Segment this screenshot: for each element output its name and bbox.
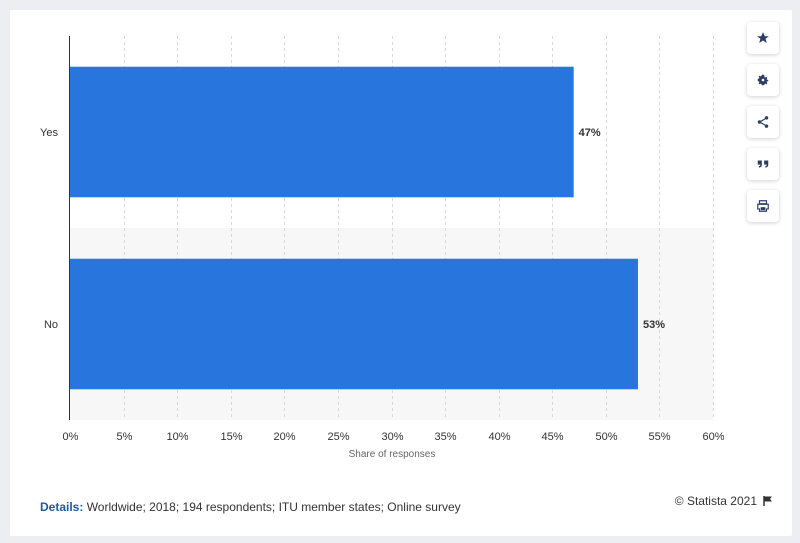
quote-icon xyxy=(757,160,769,168)
x-tick-label: 25% xyxy=(327,431,349,443)
x-tick-label: 40% xyxy=(488,431,510,443)
star-icon xyxy=(757,32,769,43)
x-tick-label: 55% xyxy=(648,431,670,443)
share-icon xyxy=(757,116,769,128)
x-tick-label: 20% xyxy=(273,431,295,443)
x-tick-label: 50% xyxy=(595,431,617,443)
data-label: 47% xyxy=(579,127,601,139)
details-text: Worldwide; 2018; 194 respondents; ITU me… xyxy=(83,500,461,514)
details-note: Details: Worldwide; 2018; 194 respondent… xyxy=(40,500,461,514)
x-tick-label: 15% xyxy=(220,431,242,443)
category-label: No xyxy=(44,319,58,331)
print-icon xyxy=(757,200,769,212)
copyright-text: © Statista 2021 xyxy=(674,494,757,508)
x-tick-label: 30% xyxy=(381,431,403,443)
x-tick-label: 10% xyxy=(166,431,188,443)
print-button[interactable] xyxy=(747,190,779,222)
bar-no[interactable] xyxy=(70,258,638,390)
gear-icon xyxy=(757,74,769,86)
cite-button[interactable] xyxy=(747,148,779,180)
data-label: 53% xyxy=(643,319,665,331)
x-axis-title: Share of responses xyxy=(349,449,436,460)
x-tick-label: 0% xyxy=(63,431,79,443)
flag-icon xyxy=(763,496,772,506)
x-tick-label: 60% xyxy=(702,431,724,443)
category-label: Yes xyxy=(40,127,58,139)
bar-yes[interactable] xyxy=(70,66,574,198)
share-button[interactable] xyxy=(747,106,779,138)
x-tick-label: 45% xyxy=(541,431,563,443)
x-tick-label: 35% xyxy=(434,431,456,443)
settings-button[interactable] xyxy=(747,64,779,96)
details-label: Details: xyxy=(40,500,84,514)
chart-toolbar xyxy=(747,22,779,232)
copyright[interactable]: © Statista 2021 xyxy=(675,494,774,508)
favorite-button[interactable] xyxy=(747,22,779,54)
x-tick-label: 5% xyxy=(117,431,133,443)
